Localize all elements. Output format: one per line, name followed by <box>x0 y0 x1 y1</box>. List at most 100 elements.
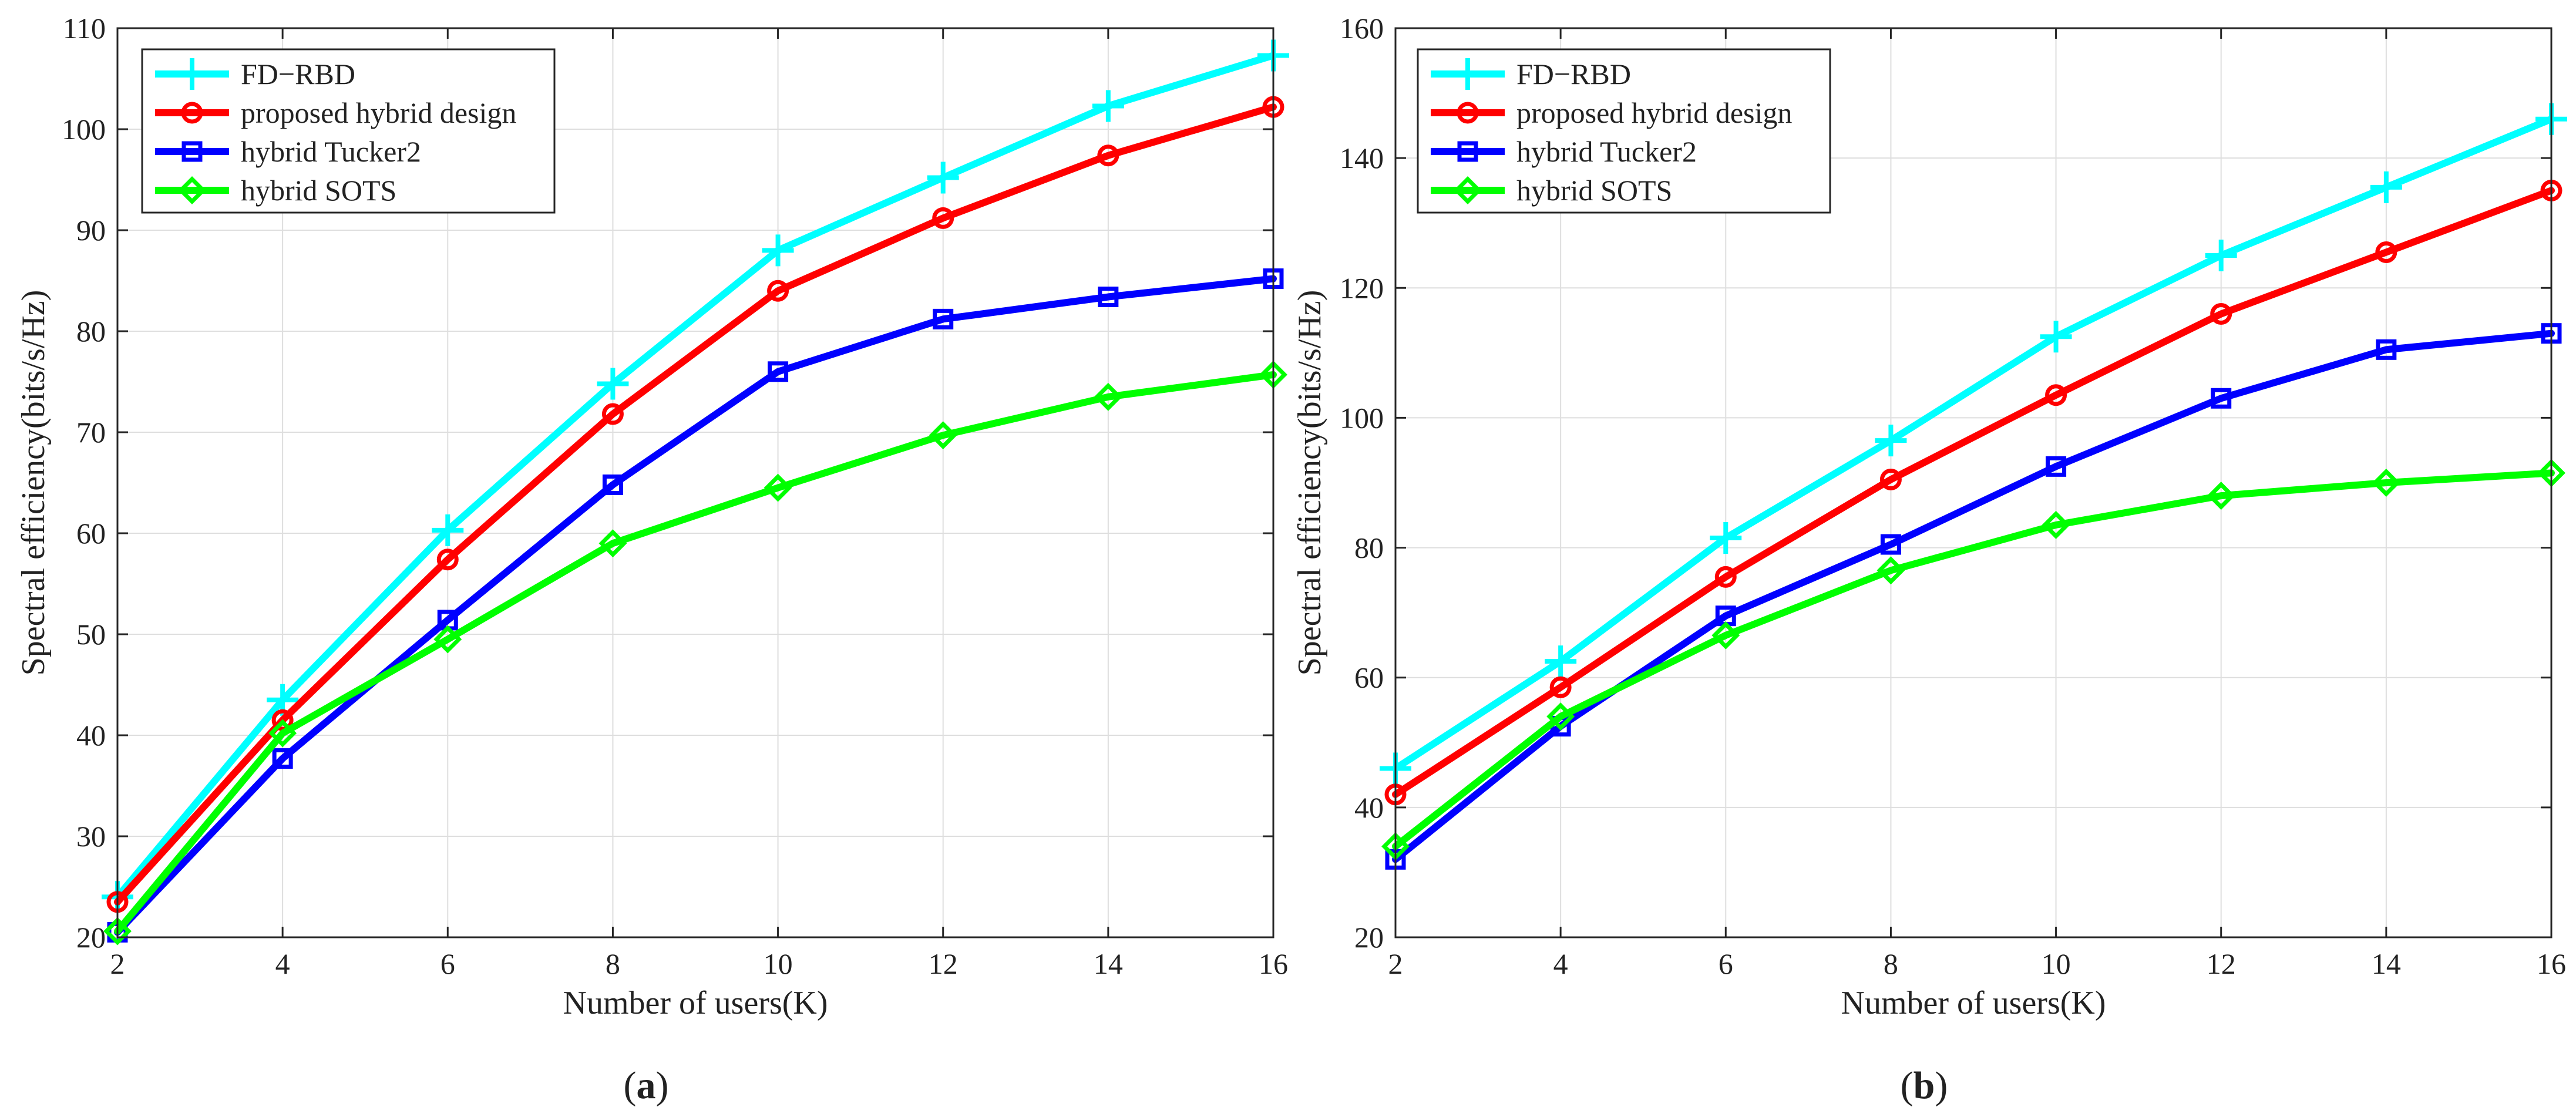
data-point <box>2372 469 2400 497</box>
series-line <box>114 103 1277 906</box>
data-point <box>932 207 954 229</box>
series-line <box>1392 329 2555 863</box>
x-tick-label: 10 <box>764 947 793 980</box>
y-tick-label: 90 <box>76 214 106 247</box>
data-point <box>2211 388 2232 409</box>
data-point <box>2045 384 2067 406</box>
legend-marker <box>181 102 203 124</box>
data-point <box>2042 510 2070 539</box>
data-point <box>762 234 794 267</box>
x-tick-label: 6 <box>1719 947 1733 980</box>
data-point <box>432 514 464 546</box>
chart-panel-a: 2 4 6 8 10 12 14 16 20 30 40 50 60 70 80 90 100 110 Number… <box>15 12 1289 1107</box>
legend-item: FD−RBD <box>1431 58 1631 90</box>
figure-caption: (b) <box>1901 1064 1948 1107</box>
data-point <box>2375 241 2397 263</box>
series-group <box>102 39 1289 946</box>
axes-box <box>1394 27 2553 938</box>
legend-item: proposed hybrid design <box>1431 96 1792 129</box>
x-tick-label: 2 <box>110 947 125 980</box>
x-tick-label: 12 <box>929 947 958 980</box>
x-tick-label: 12 <box>2207 947 2236 980</box>
data-point <box>767 280 789 302</box>
legend-label: hybrid Tucker2 <box>1516 135 1697 168</box>
data-point <box>602 474 623 495</box>
series-0 <box>102 39 1289 913</box>
legend-label: FD−RBD <box>1516 58 1631 90</box>
series-line <box>1392 187 2555 798</box>
y-tick-label: 60 <box>1354 661 1384 694</box>
axes-box <box>116 27 1274 938</box>
y-tick-label: 80 <box>1354 531 1384 564</box>
data-point <box>1880 534 1901 555</box>
legend-marker <box>181 141 203 162</box>
x-tick-label: 16 <box>2537 947 2566 980</box>
legend-marker <box>178 176 206 204</box>
y-tick-label: 100 <box>1340 401 1384 434</box>
legend-marker <box>1454 176 1482 204</box>
data-point <box>598 529 627 558</box>
series-line <box>114 371 1277 935</box>
legend-item: hybrid SOTS <box>1431 174 1672 207</box>
y-tick-label: 160 <box>1340 12 1384 45</box>
series-line <box>114 52 1277 901</box>
legend-label: FD−RBD <box>241 58 355 90</box>
legend-item: proposed hybrid design <box>155 96 516 129</box>
x-tick-label: 4 <box>275 947 290 980</box>
y-tick-label: 20 <box>1354 921 1384 954</box>
figure-caption: (a) <box>624 1064 669 1107</box>
legend: FD−RBD proposed hybrid design hybrid Tucke… <box>1417 48 1831 214</box>
legend-item: hybrid SOTS <box>155 174 396 207</box>
data-point <box>268 719 297 748</box>
x-tick-label: 14 <box>2372 947 2401 980</box>
data-point <box>601 403 624 425</box>
data-point <box>764 473 792 502</box>
y-tick-label: 100 <box>62 113 106 146</box>
legend-label: proposed hybrid design <box>1516 96 1792 129</box>
x-tick-label: 6 <box>440 947 455 980</box>
legend-item: hybrid Tucker2 <box>1431 135 1697 168</box>
data-point <box>1097 144 1119 167</box>
y-tick-label: 50 <box>76 618 106 651</box>
data-point <box>768 361 789 382</box>
data-point <box>1710 522 1742 554</box>
y-tick-label: 140 <box>1340 142 1384 174</box>
data-point <box>433 625 462 654</box>
chart-panel-b: 2 4 6 8 10 12 14 16 20 40 60 80 100 120 140 160 Number o… <box>1292 12 2567 1107</box>
y-tick-label: 80 <box>76 315 106 348</box>
data-point <box>103 917 132 946</box>
data-point <box>2207 482 2235 510</box>
data-point <box>1546 702 1575 731</box>
data-point <box>933 308 954 329</box>
legend: FD−RBD proposed hybrid design hybrid Tucke… <box>141 48 556 214</box>
x-tick-label: 8 <box>606 947 620 980</box>
data-point <box>1098 287 1119 308</box>
data-point <box>1092 90 1124 122</box>
legend-marker <box>1457 102 1479 124</box>
series-1 <box>106 96 1284 913</box>
legend-label: hybrid Tucker2 <box>241 135 421 168</box>
legend-marker <box>176 58 208 90</box>
legend-label: hybrid SOTS <box>241 174 396 207</box>
data-point <box>436 549 459 571</box>
y-tick-label: 60 <box>76 517 106 550</box>
data-point <box>1714 566 1737 588</box>
series-2 <box>1385 323 2562 870</box>
series-line <box>1392 469 2555 850</box>
y-tick-label: 40 <box>1354 791 1384 824</box>
x-tick-label: 2 <box>1388 947 1403 980</box>
legend-marker <box>1457 141 1478 162</box>
data-point <box>2205 240 2237 271</box>
legend-label: hybrid SOTS <box>1516 174 1672 207</box>
y-tick-label: 120 <box>1340 271 1384 304</box>
x-tick-label: 16 <box>1259 947 1288 980</box>
y-tick-label: 70 <box>76 416 106 449</box>
data-point <box>1094 382 1122 411</box>
y-axis-label: Spectral efficiency(bits/s/Hz) <box>1292 290 1328 676</box>
y-tick-label: 20 <box>76 921 106 954</box>
y-tick-label: 30 <box>76 820 106 853</box>
data-point <box>597 368 629 400</box>
data-point <box>1711 621 1740 650</box>
legend-marker <box>1452 58 1484 90</box>
legend-label: proposed hybrid design <box>241 96 516 129</box>
